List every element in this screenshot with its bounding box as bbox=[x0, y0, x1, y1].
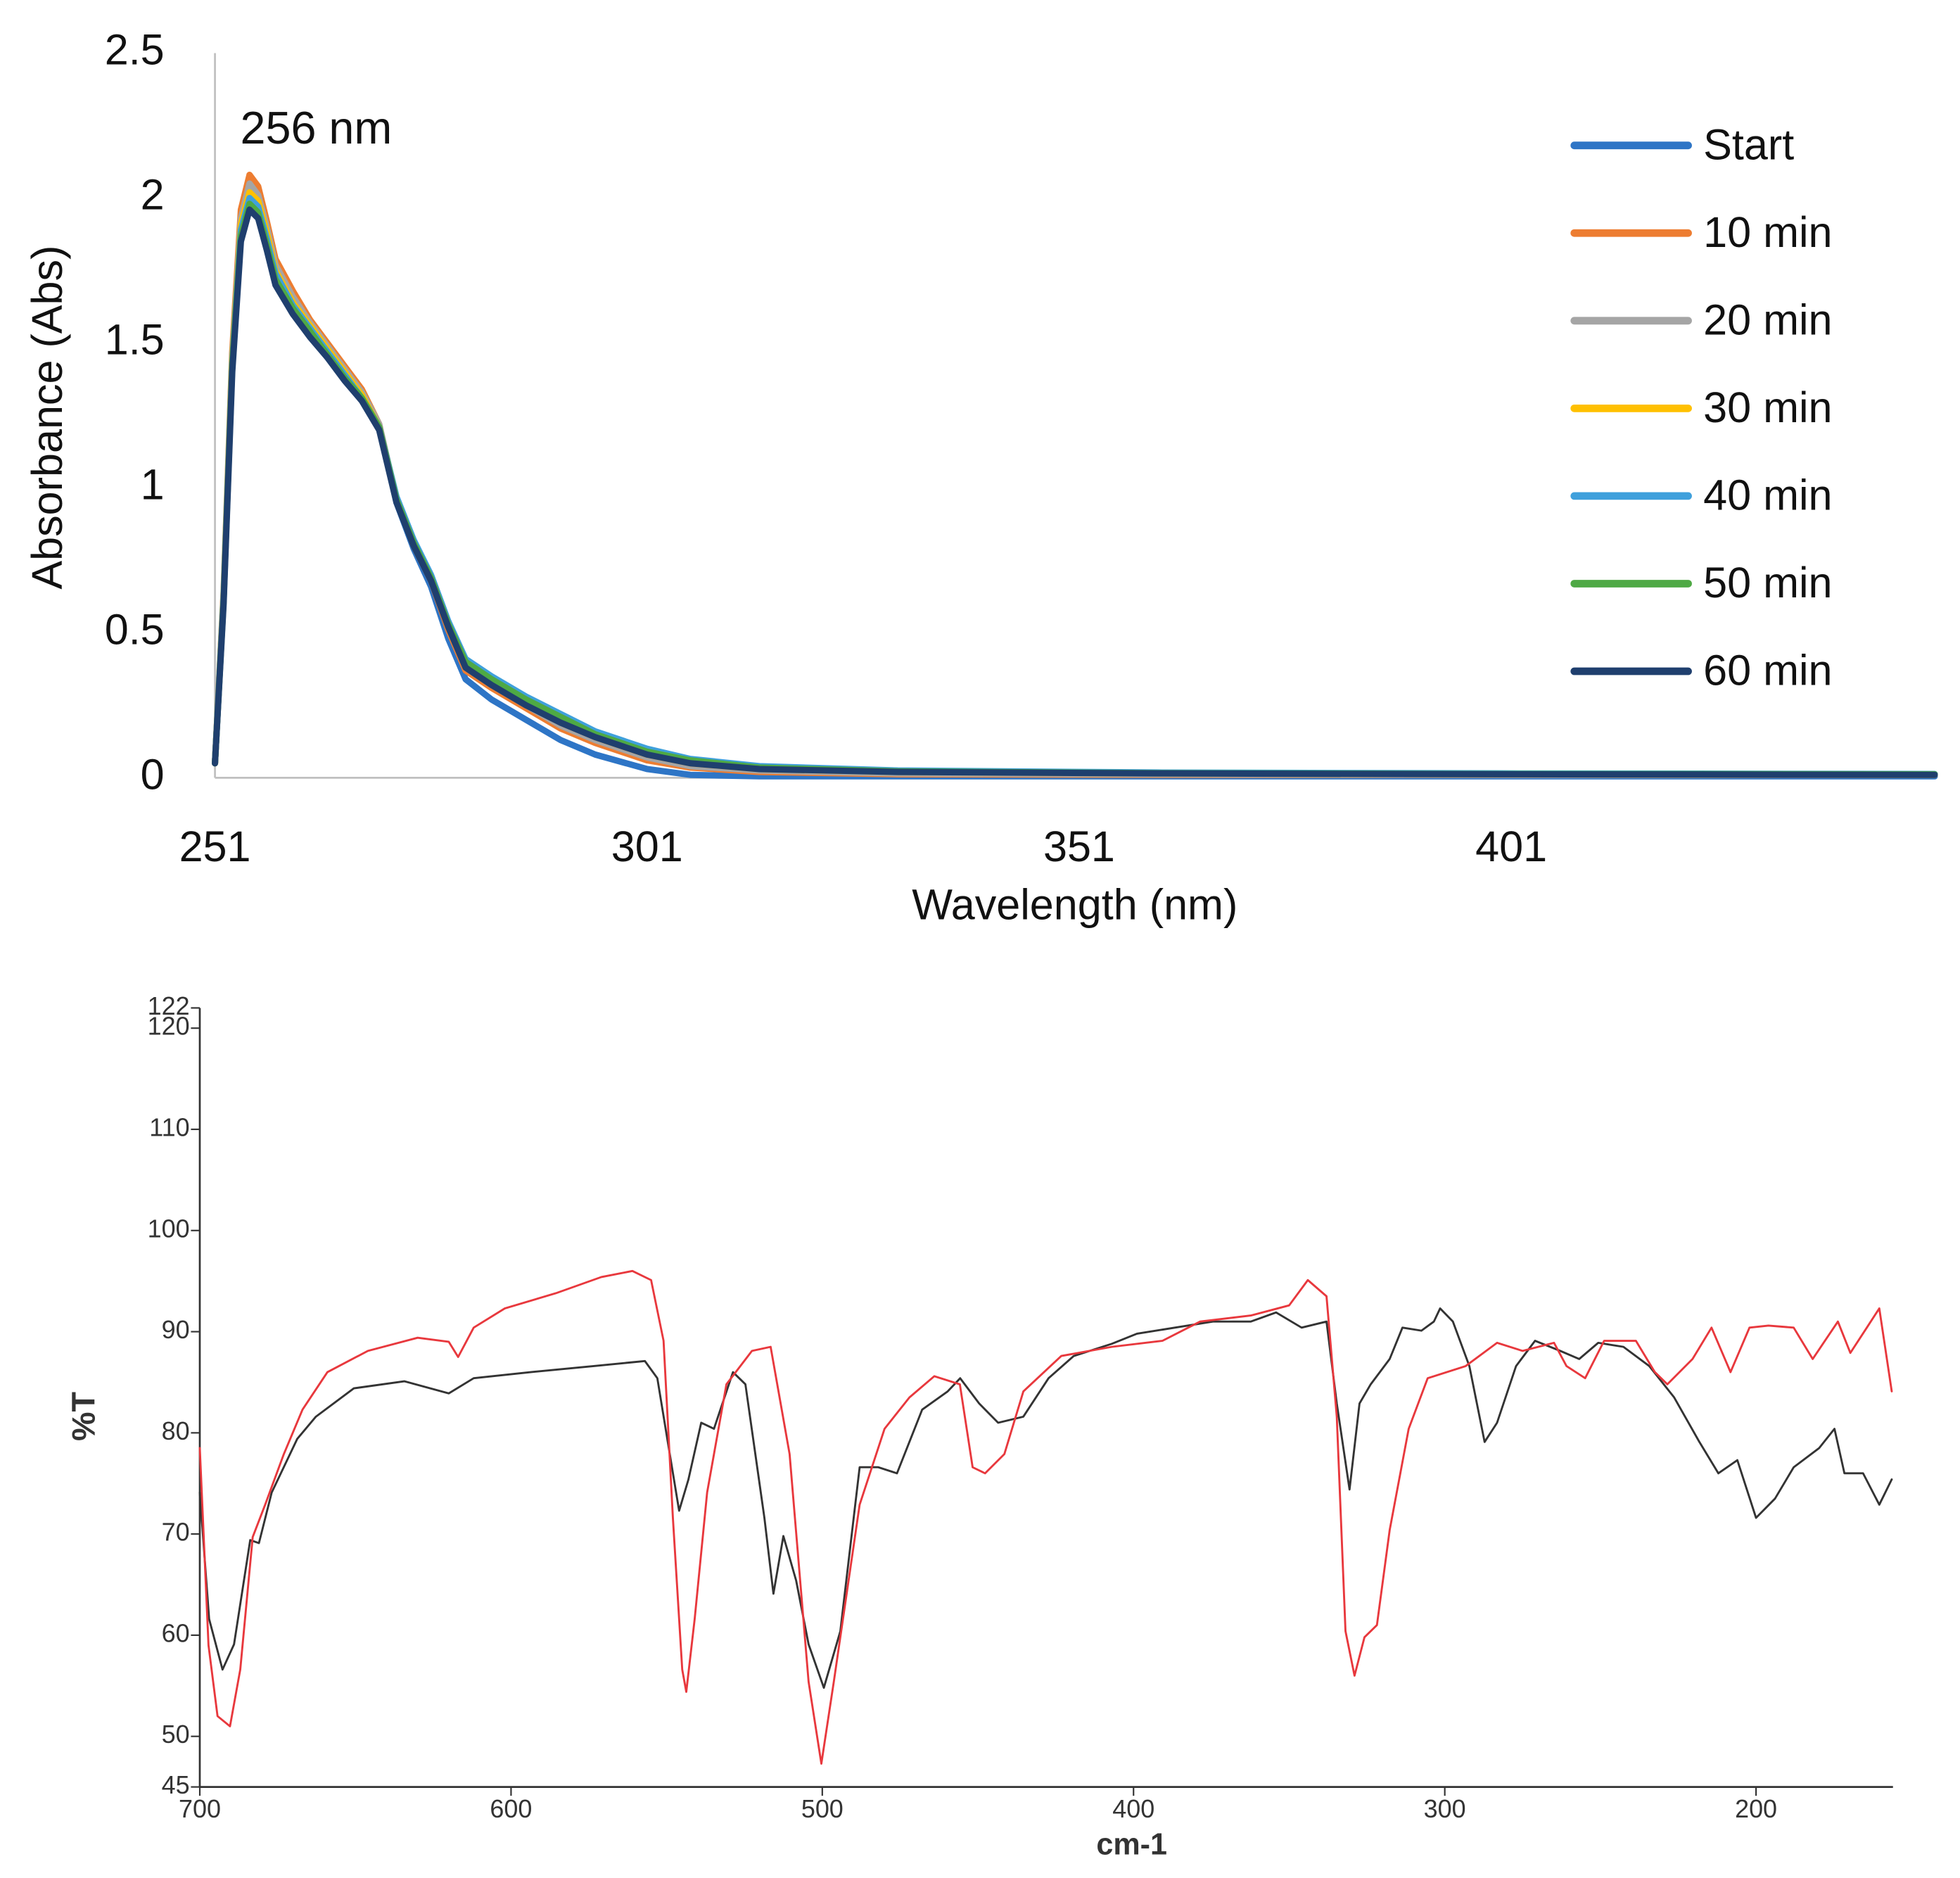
x-tick-label: 401 bbox=[1475, 823, 1547, 870]
y-tick-label: 1 bbox=[141, 461, 165, 509]
y-tick-label: 120 bbox=[148, 1012, 190, 1041]
x-tick-label: 400 bbox=[1112, 1794, 1154, 1823]
x-tick-label: 351 bbox=[1043, 823, 1115, 870]
x-tick-label: 300 bbox=[1424, 1794, 1466, 1823]
y-tick-label: 1.5 bbox=[105, 316, 165, 364]
x-tick-label: 200 bbox=[1735, 1794, 1777, 1823]
y-tick-label: 60 bbox=[162, 1618, 190, 1647]
y-axis-label: %T bbox=[65, 1391, 102, 1441]
x-tick-label: 600 bbox=[490, 1794, 532, 1823]
y-tick-label: 100 bbox=[148, 1214, 190, 1243]
x-tick-label: 700 bbox=[179, 1794, 221, 1823]
y-tick-label: 0.5 bbox=[105, 606, 165, 654]
y-tick-label: 2.5 bbox=[105, 26, 165, 74]
legend-label: 30 min bbox=[1703, 383, 1832, 431]
y-tick-label: 110 bbox=[149, 1112, 189, 1141]
x-axis-label: cm-1 bbox=[1096, 1827, 1167, 1861]
x-tick-label: 500 bbox=[801, 1794, 844, 1823]
legend-label: Start bbox=[1703, 120, 1794, 168]
x-axis-label: Wavelength (nm) bbox=[912, 881, 1237, 929]
y-tick-label: 90 bbox=[162, 1315, 190, 1344]
legend-label: 60 min bbox=[1703, 647, 1832, 694]
y-tick-label: 70 bbox=[162, 1518, 190, 1547]
y-tick-label: 80 bbox=[162, 1416, 190, 1445]
y-tick-label: 122 bbox=[148, 991, 190, 1020]
x-tick-label: 251 bbox=[179, 823, 251, 870]
series-line bbox=[198, 1307, 1893, 1689]
y-axis-label: Absorbance (Abs) bbox=[23, 246, 71, 590]
x-tick-label: 301 bbox=[611, 823, 683, 870]
legend-label: 40 min bbox=[1703, 471, 1832, 519]
series-line bbox=[198, 1269, 1893, 1765]
y-tick-label: 45 bbox=[162, 1770, 190, 1799]
legend-label: 20 min bbox=[1703, 296, 1832, 344]
y-tick-label: 2 bbox=[141, 171, 165, 219]
y-tick-label: 50 bbox=[162, 1720, 190, 1749]
series-line bbox=[212, 206, 1938, 778]
annotation: 256 nm bbox=[241, 102, 393, 153]
y-tick-label: 0 bbox=[141, 750, 165, 798]
legend-label: 50 min bbox=[1703, 559, 1832, 607]
legend-label: 10 min bbox=[1703, 208, 1832, 256]
